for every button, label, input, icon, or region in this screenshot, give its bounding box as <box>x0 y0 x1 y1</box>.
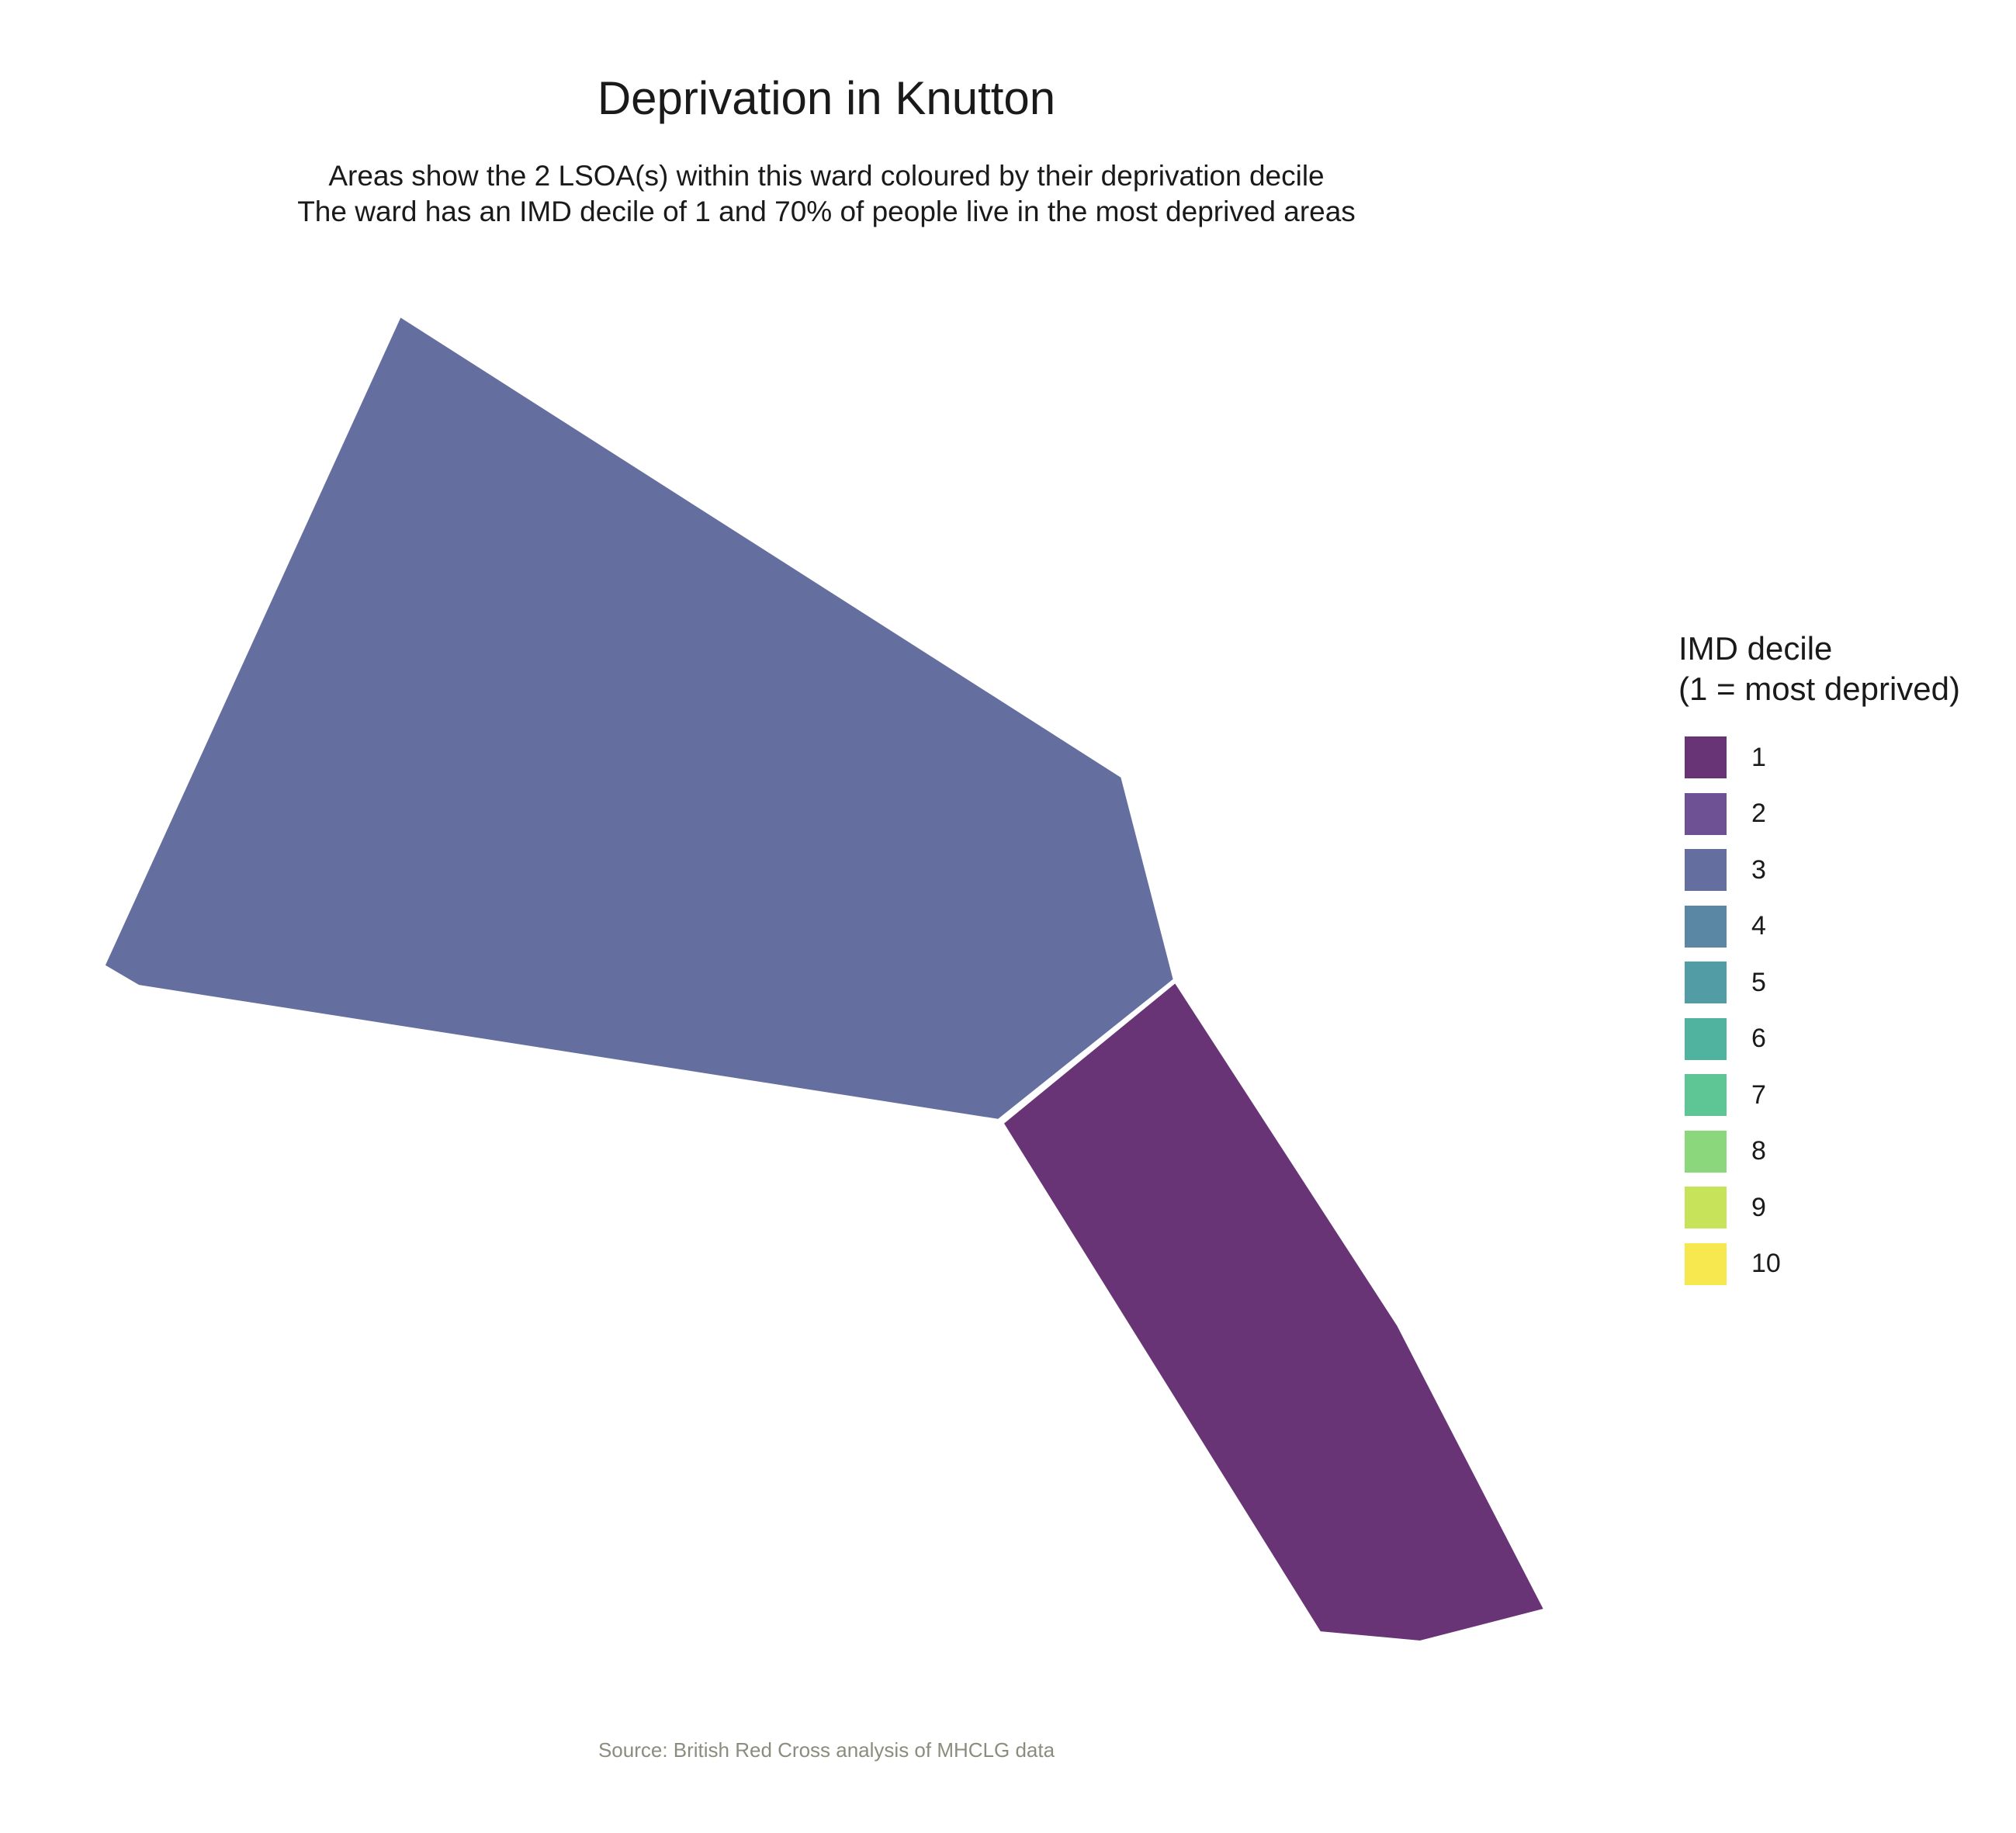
lsoa-area-decile-1 <box>999 978 1549 1645</box>
legend-swatch <box>1685 1074 1727 1117</box>
legend-item-6: 6 <box>1678 1011 2004 1068</box>
legend-item-1: 1 <box>1678 729 2004 786</box>
legend-label: 3 <box>1751 854 1766 885</box>
legend-title-line-2: (1 = most deprived) <box>1678 670 1960 707</box>
source-caption: Source: British Red Cross analysis of MH… <box>598 1738 1055 1762</box>
legend-label: 6 <box>1751 1024 1766 1054</box>
legend-title-line-1: IMD decile <box>1678 630 1833 667</box>
lsoa-area-decile-3 <box>100 312 1178 1124</box>
legend-item-4: 4 <box>1678 899 2004 955</box>
subtitle-line-2: The ward has an IMD decile of 1 and 70% … <box>297 196 1356 227</box>
legend-swatch <box>1685 1242 1727 1285</box>
legend-swatch <box>1685 1130 1727 1173</box>
legend-swatch <box>1685 962 1727 1004</box>
legend-label: 10 <box>1751 1249 1781 1279</box>
legend-item-9: 9 <box>1678 1180 2004 1236</box>
legend: IMD decile (1 = most deprived) 1 2 3 4 5 6 7 8 9… <box>1678 629 2004 1292</box>
legend-label: 4 <box>1751 911 1766 941</box>
legend-label: 7 <box>1751 1079 1766 1110</box>
legend-items: 1 2 3 4 5 6 7 8 9 10 <box>1678 729 2004 1292</box>
legend-title: IMD decile (1 = most deprived) <box>1678 629 2004 709</box>
legend-label: 9 <box>1751 1192 1766 1222</box>
legend-label: 1 <box>1751 742 1766 772</box>
legend-item-8: 8 <box>1678 1124 2004 1180</box>
legend-item-5: 5 <box>1678 955 2004 1011</box>
legend-label: 2 <box>1751 799 1766 829</box>
legend-item-3: 3 <box>1678 842 2004 899</box>
legend-label: 8 <box>1751 1136 1766 1166</box>
subtitle-line-1: Areas show the 2 LSOA(s) within this war… <box>328 160 1325 192</box>
legend-swatch <box>1685 905 1727 948</box>
legend-swatch <box>1685 1187 1727 1229</box>
legend-label: 5 <box>1751 967 1766 997</box>
legend-item-2: 2 <box>1678 786 2004 843</box>
legend-item-7: 7 <box>1678 1067 2004 1124</box>
legend-swatch <box>1685 736 1727 779</box>
chart-title: Deprivation in Knutton <box>597 72 1056 124</box>
legend-swatch <box>1685 1017 1727 1060</box>
legend-swatch <box>1685 849 1727 892</box>
legend-swatch <box>1685 792 1727 835</box>
legend-item-10: 10 <box>1678 1236 2004 1293</box>
